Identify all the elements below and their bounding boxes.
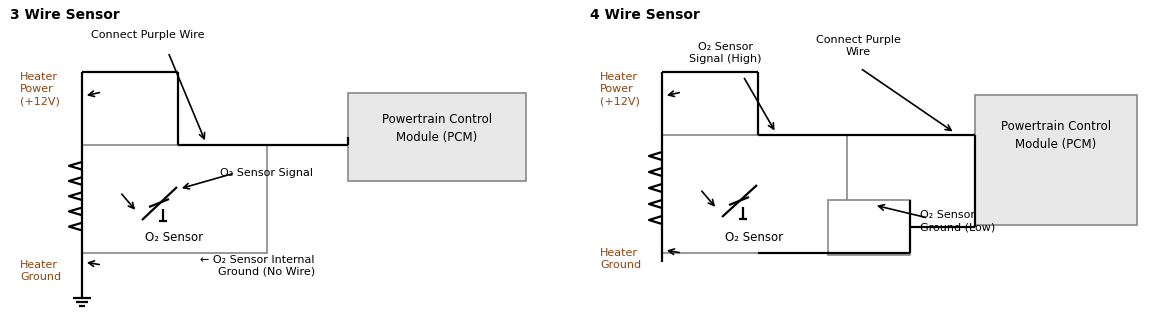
Text: 3 Wire Sensor: 3 Wire Sensor	[10, 8, 120, 22]
Text: Wire: Wire	[846, 47, 870, 57]
Text: Power: Power	[20, 84, 53, 94]
Text: Heater: Heater	[20, 260, 58, 270]
Text: ← O₂ Sensor Internal: ← O₂ Sensor Internal	[200, 255, 315, 265]
Text: (+12V): (+12V)	[600, 96, 640, 106]
Text: Power: Power	[600, 84, 634, 94]
Text: Module (PCM): Module (PCM)	[397, 131, 478, 144]
Text: O₂ Sensor Signal: O₂ Sensor Signal	[220, 168, 314, 178]
Bar	[348, 93, 526, 181]
Bar	[975, 95, 1137, 225]
Text: Connect Purple: Connect Purple	[816, 35, 900, 45]
Bar	[82, 145, 267, 253]
Text: Powertrain Control: Powertrain Control	[382, 113, 492, 126]
Text: Ground (No Wire): Ground (No Wire)	[218, 267, 315, 277]
Text: Ground: Ground	[600, 260, 641, 270]
Text: O₂ Sensor: O₂ Sensor	[725, 231, 783, 244]
Text: Heater: Heater	[20, 72, 58, 82]
Text: Signal (High): Signal (High)	[688, 54, 761, 64]
Text: Connect Purple Wire: Connect Purple Wire	[91, 30, 205, 40]
Text: Ground: Ground	[20, 272, 61, 282]
Text: (+12V): (+12V)	[20, 96, 60, 106]
Bar	[828, 200, 911, 255]
Text: Module (PCM): Module (PCM)	[1016, 138, 1097, 151]
Text: Powertrain Control: Powertrain Control	[1001, 120, 1111, 133]
Text: Ground (Low): Ground (Low)	[920, 222, 995, 232]
Text: O₂ Sensor: O₂ Sensor	[145, 231, 204, 244]
Bar	[662, 135, 847, 253]
Text: Heater: Heater	[600, 72, 638, 82]
Text: 4 Wire Sensor: 4 Wire Sensor	[590, 8, 700, 22]
Text: O₂ Sensor: O₂ Sensor	[698, 42, 752, 52]
Text: Heater: Heater	[600, 248, 638, 258]
Text: O₂ Sensor: O₂ Sensor	[920, 210, 975, 220]
